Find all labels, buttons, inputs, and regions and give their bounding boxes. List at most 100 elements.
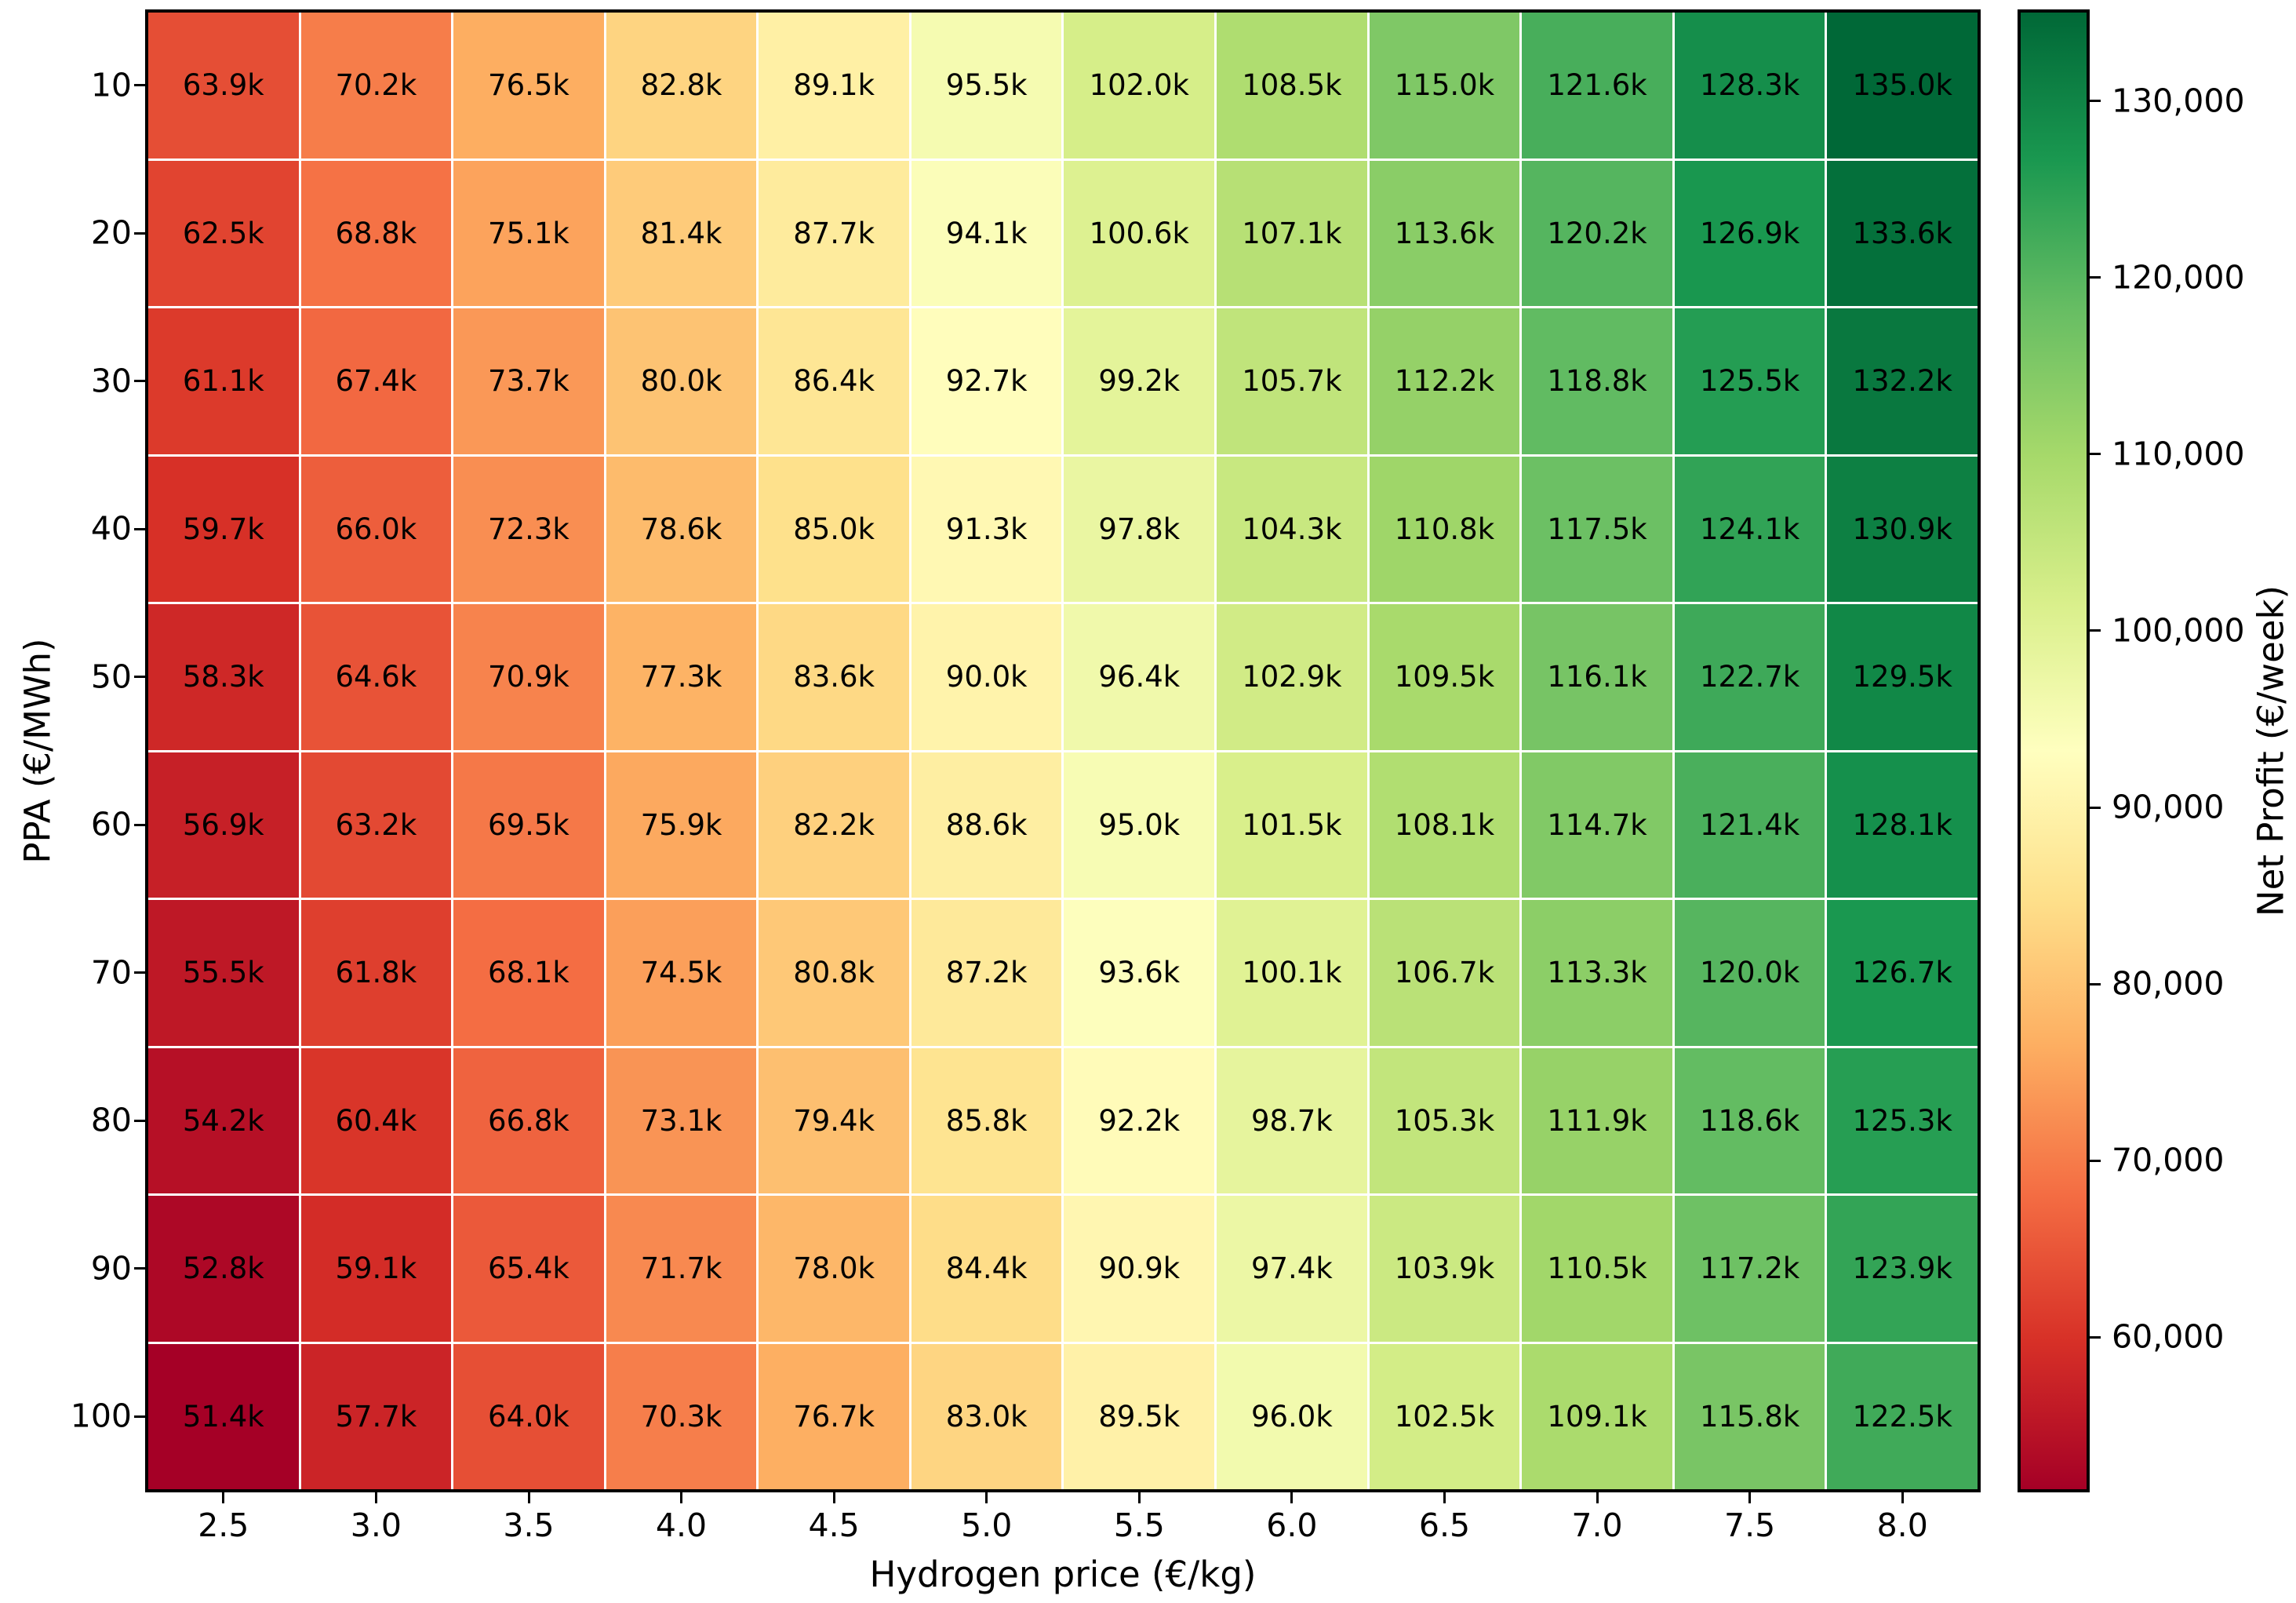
heatmap-cell: 86.4k <box>759 308 909 454</box>
heatmap-cell: 64.0k <box>453 1343 604 1489</box>
heatmap-cell: 97.4k <box>1217 1196 1367 1342</box>
colorbar <box>2018 9 2090 1492</box>
heatmap-cell: 68.8k <box>300 160 452 306</box>
x-tick-label: 6.5 <box>1418 1506 1471 1544</box>
y-tick-mark <box>134 1119 145 1122</box>
heatmap-cell: 95.0k <box>1064 752 1215 898</box>
heatmap-cell: 117.5k <box>1522 456 1672 602</box>
heatmap-cell: 100.1k <box>1217 900 1367 1046</box>
heatmap-cell: 71.7k <box>606 1196 757 1342</box>
x-tick-mark <box>680 1492 682 1503</box>
heatmap-cell: 82.8k <box>606 13 757 158</box>
heatmap-cell: 81.4k <box>606 160 757 306</box>
heatmap-cell: 125.3k <box>1827 1047 1978 1193</box>
heatmap-cell: 93.6k <box>1064 900 1215 1046</box>
heatmap-cell: 73.1k <box>606 1047 757 1193</box>
colorbar-tick-mark <box>2090 1159 2101 1162</box>
colorbar-tick-label: 90,000 <box>2112 788 2225 826</box>
heatmap-cell: 122.5k <box>1827 1343 1978 1489</box>
heatmap-cell: 78.0k <box>759 1196 909 1342</box>
heatmap-cell: 122.7k <box>1674 604 1825 750</box>
heatmap-cell: 87.2k <box>911 900 1062 1046</box>
colorbar-tick-label: 100,000 <box>2112 611 2245 650</box>
heatmap-cell: 130.9k <box>1827 456 1978 602</box>
heatmap-cell: 58.3k <box>148 604 299 750</box>
y-tick-mark <box>134 676 145 679</box>
heatmap-cell: 91.3k <box>911 456 1062 602</box>
heatmap-cell: 113.6k <box>1369 160 1520 306</box>
heatmap-cell: 84.4k <box>911 1196 1062 1342</box>
heatmap-cell: 94.1k <box>911 160 1062 306</box>
x-tick-label: 2.5 <box>198 1506 249 1544</box>
y-tick-mark <box>134 971 145 975</box>
x-tick-label: 3.0 <box>350 1506 402 1544</box>
heatmap-cell: 92.7k <box>911 308 1062 454</box>
x-tick-mark <box>527 1492 530 1503</box>
x-tick-mark <box>374 1492 377 1503</box>
heatmap-cell: 117.2k <box>1674 1196 1825 1342</box>
heatmap-cell: 128.1k <box>1827 752 1978 898</box>
y-tick-mark <box>134 231 145 235</box>
heatmap-cell: 85.8k <box>911 1047 1062 1193</box>
heatmap-cell: 106.7k <box>1369 900 1520 1046</box>
heatmap-cell: 103.9k <box>1369 1196 1520 1342</box>
colorbar-label: Net Profit (€/week) <box>2250 585 2292 917</box>
heatmap-cell: 83.0k <box>911 1343 1062 1489</box>
y-axis-label: PPA (€/MWh) <box>16 638 59 864</box>
heatmap-cell: 62.5k <box>148 160 299 306</box>
heatmap-cell: 92.2k <box>1064 1047 1215 1193</box>
heatmap-cell: 118.6k <box>1674 1047 1825 1193</box>
x-tick-mark <box>985 1492 988 1503</box>
heatmap-cell: 102.0k <box>1064 13 1215 158</box>
colorbar-tick-mark <box>2090 982 2101 985</box>
heatmap-cell: 76.5k <box>453 13 604 158</box>
heatmap-cell: 135.0k <box>1827 13 1978 158</box>
y-tick-label: 30 <box>90 362 132 400</box>
heatmap-cell: 124.1k <box>1674 456 1825 602</box>
y-tick-mark <box>134 1267 145 1270</box>
heatmap-cell: 89.5k <box>1064 1343 1215 1489</box>
heatmap-cell: 98.7k <box>1217 1047 1367 1193</box>
x-tick-mark <box>1901 1492 1904 1503</box>
colorbar-tick-mark <box>2090 629 2101 632</box>
y-tick-label: 90 <box>90 1249 132 1288</box>
heatmap-cell: 56.9k <box>148 752 299 898</box>
heatmap-cell: 89.1k <box>759 13 909 158</box>
heatmap-cell: 61.8k <box>300 900 452 1046</box>
heatmap-cell: 66.0k <box>300 456 452 602</box>
heatmap-cell: 59.7k <box>148 456 299 602</box>
heatmap-cell: 69.5k <box>453 752 604 898</box>
heatmap-cell: 57.7k <box>300 1343 452 1489</box>
heatmap-cell: 116.1k <box>1522 604 1672 750</box>
heatmap-cell: 64.6k <box>300 604 452 750</box>
heatmap-cell: 75.9k <box>606 752 757 898</box>
x-tick-label: 3.5 <box>503 1506 555 1544</box>
heatmap-cell: 66.8k <box>453 1047 604 1193</box>
heatmap-cell: 73.7k <box>453 308 604 454</box>
heatmap-cell: 105.3k <box>1369 1047 1520 1193</box>
heatmap-cell: 88.6k <box>911 752 1062 898</box>
x-tick-label: 7.0 <box>1571 1506 1623 1544</box>
x-tick-mark <box>222 1492 225 1503</box>
heatmap-cell: 118.8k <box>1522 308 1672 454</box>
heatmap-cell: 132.2k <box>1827 308 1978 454</box>
heatmap-cell: 102.5k <box>1369 1343 1520 1489</box>
x-tick-label: 6.0 <box>1266 1506 1318 1544</box>
y-tick-mark <box>134 823 145 826</box>
x-tick-mark <box>1596 1492 1599 1503</box>
x-axis-label: Hydrogen price (€/kg) <box>869 1554 1257 1595</box>
heatmap-cell: 120.2k <box>1522 160 1672 306</box>
heatmap-cell: 109.5k <box>1369 604 1520 750</box>
heatmap-cell: 55.5k <box>148 900 299 1046</box>
heatmap-cell: 128.3k <box>1674 13 1825 158</box>
heatmap-cell: 52.8k <box>148 1196 299 1342</box>
heatmap-cell: 108.5k <box>1217 13 1367 158</box>
heatmap-cell: 126.9k <box>1674 160 1825 306</box>
y-tick-label: 100 <box>70 1397 132 1435</box>
x-tick-mark <box>1748 1492 1752 1503</box>
heatmap-cell: 110.8k <box>1369 456 1520 602</box>
heatmap-cell: 70.2k <box>300 13 452 158</box>
heatmap-cell: 79.4k <box>759 1047 909 1193</box>
y-tick-mark <box>134 1415 145 1418</box>
heatmap-cell: 113.3k <box>1522 900 1672 1046</box>
